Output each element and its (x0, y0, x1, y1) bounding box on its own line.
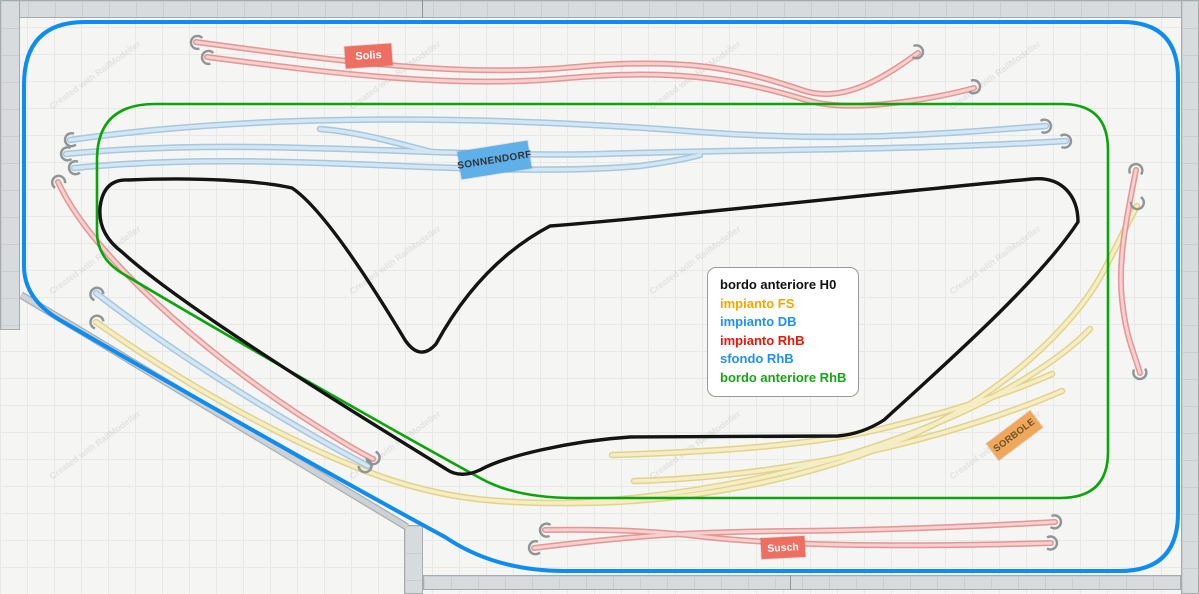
legend-item: sfondo RhB (720, 351, 794, 366)
baseboard-wall-bottom (423, 575, 1181, 590)
wall-joint (422, 0, 423, 18)
legend-item: impianto DB (720, 314, 797, 329)
h0-front-border (98, 177, 1080, 476)
legend-item: impianto RhB (720, 332, 805, 348)
legend-item: bordo anteriore H0 (720, 277, 837, 292)
baseboard-wall-left (0, 0, 20, 330)
legend-item: bordo anteriore RhB (720, 369, 847, 385)
legend-item: impianto FS (720, 295, 795, 311)
rhb-front-border (95, 102, 1110, 500)
legend: bordo anteriore H0 impianto FS impianto … (707, 267, 860, 397)
buffer-stops (50, 34, 1148, 556)
rhb-backdrop-border (22, 20, 1180, 573)
baseboard-wall-top (0, 0, 1199, 18)
station-label-susch: Susch (760, 535, 806, 560)
rhb-tracks (58, 42, 1140, 548)
wall-joint (790, 575, 791, 590)
fs-yard-tracks (96, 206, 1137, 503)
station-label-solis: Solis (344, 43, 393, 69)
